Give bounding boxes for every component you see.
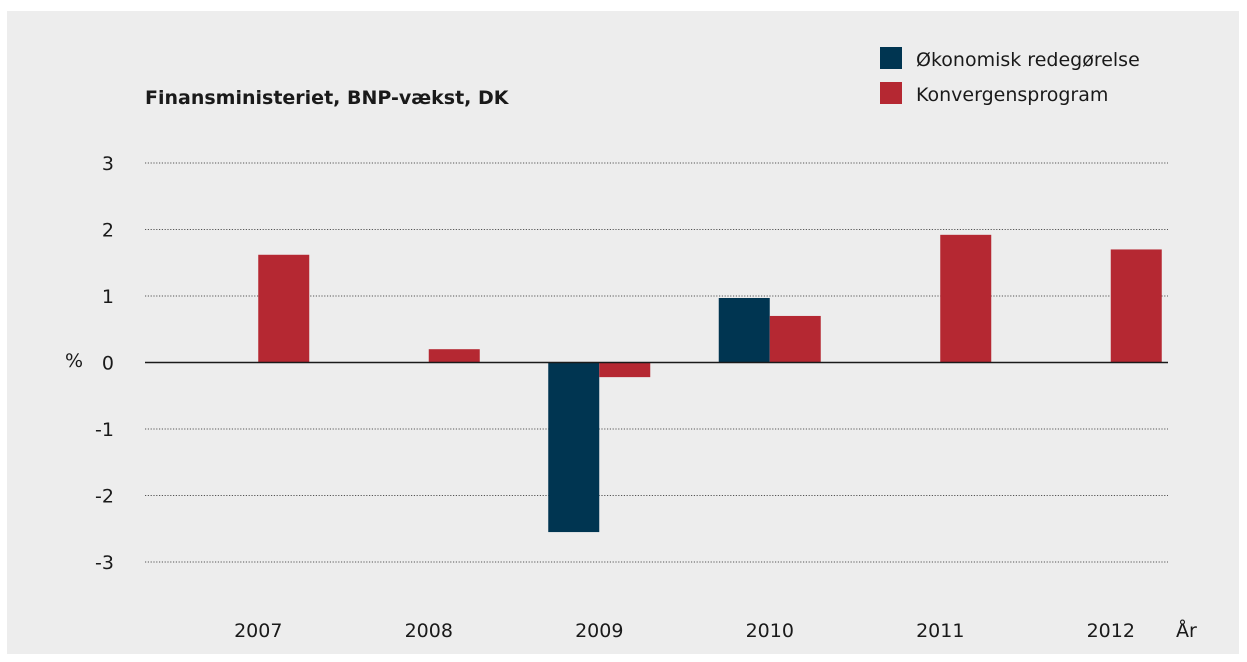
y-tick-label: -3 [95, 552, 114, 574]
bar-konvergensprogram-2008 [428, 349, 480, 363]
x-tick-label: 2011 [916, 620, 964, 642]
x-axis-ticks: 2007 2008 2009 2010 2011 2012 [234, 620, 1135, 642]
bar-konvergensprogram-2010 [769, 315, 821, 363]
y-tick-label: 1 [102, 286, 114, 308]
y-tick-label: 3 [102, 153, 114, 175]
x-tick-label: 2008 [405, 620, 453, 642]
legend-swatch [880, 47, 902, 69]
bar-konvergensprogram-2009 [599, 362, 651, 378]
legend-label: Økonomisk redegørelse [916, 49, 1140, 71]
y-tick-label: 0 [102, 353, 114, 375]
y-axis-label: % [65, 350, 83, 372]
x-axis-label: År [1176, 619, 1197, 642]
y-tick-label: -2 [95, 486, 114, 508]
x-tick-label: 2012 [1087, 620, 1135, 642]
x-tick-label: 2009 [575, 620, 623, 642]
bar-okonomisk-redegorelse-2010 [718, 297, 770, 363]
x-tick-label: 2010 [746, 620, 794, 642]
y-tick-label: 2 [102, 220, 114, 242]
x-tick-label: 2007 [234, 620, 282, 642]
bars [258, 234, 1162, 533]
legend-label: Konvergensprogram [916, 84, 1108, 106]
bar-okonomisk-redegorelse-2009 [548, 362, 600, 533]
chart-title: Finansministeriet, BNP-vækst, DK [145, 87, 510, 109]
y-axis-ticks: 3 2 1 0 -1 -2 -3 [95, 153, 114, 574]
bar-konvergensprogram-2012 [1110, 249, 1162, 363]
bar-konvergensprogram-2011 [940, 234, 992, 363]
chart-panel [7, 11, 1239, 654]
y-tick-label: -1 [95, 419, 114, 441]
legend: Økonomisk redegørelse Konvergensprogram [880, 47, 1140, 106]
bar-konvergensprogram-2007 [258, 254, 310, 363]
legend-swatch [880, 82, 902, 104]
